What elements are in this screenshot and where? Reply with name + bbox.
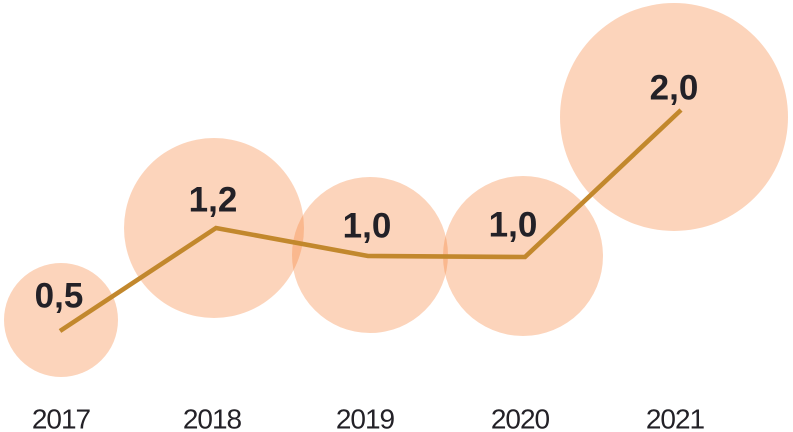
year-label-2018: 2018 — [183, 404, 242, 432]
year-label-2019: 2019 — [336, 404, 395, 432]
year-label-2020: 2020 — [491, 404, 550, 432]
value-label-2020: 1,0 — [489, 206, 538, 245]
value-label-2017: 0,5 — [35, 277, 84, 316]
bubble-2017 — [4, 263, 118, 377]
value-label-2019: 1,0 — [343, 207, 392, 246]
value-label-2018: 1,2 — [189, 181, 238, 220]
trend-line — [58, 108, 683, 333]
year-label-2017: 2017 — [32, 404, 91, 432]
value-label-2021: 2,0 — [650, 69, 699, 108]
year-label-2021: 2021 — [646, 404, 705, 432]
